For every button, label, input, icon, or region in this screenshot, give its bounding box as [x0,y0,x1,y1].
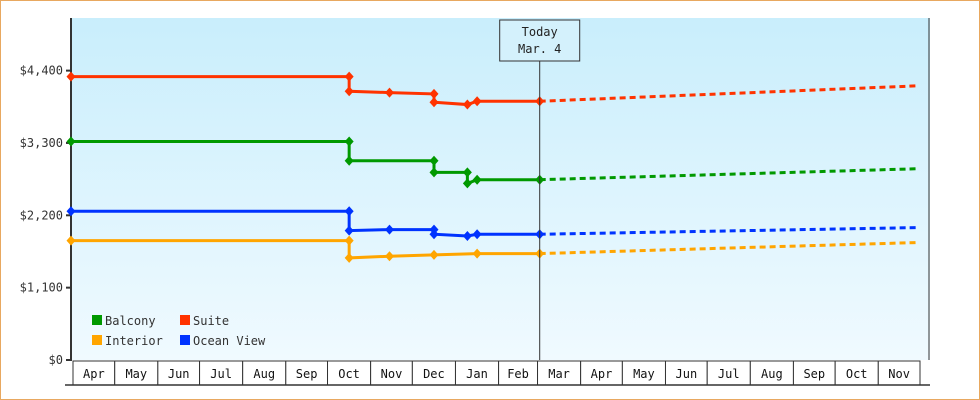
month-cell [537,360,582,386]
data-point-balcony [462,178,472,189]
legend-label-balcony: Balcony [105,314,156,328]
x-tick-label: Oct [338,367,360,381]
legend-swatch-ocean-view [180,335,190,345]
projection-line-ocean-view [539,226,917,236]
projection-line-interior [539,241,917,256]
x-tick-label: Nov [381,367,403,381]
x-tick-label: Apr [591,367,613,381]
x-tick-label: Dec [423,367,445,381]
data-point-ocean-view [344,206,354,217]
legend-swatch-interior [92,335,102,345]
month-cell [285,360,329,386]
data-point-suite [344,86,354,97]
data-point-suite [429,88,439,99]
month-cell [370,360,413,386]
month-cell [877,360,921,386]
month-cell [749,360,794,386]
data-point-suite [472,96,482,107]
month-cell [242,360,287,386]
data-point-ocean-view [472,229,482,240]
y-tick-label: $4,400 [20,64,63,78]
x-tick-label: Mar [548,367,570,381]
x-tick-label: Sep [803,367,825,381]
x-tick-label: Feb [507,367,529,381]
y-tick-label: $1,100 [20,281,63,295]
data-point-suite [429,97,439,108]
x-tick-label: Jul [718,367,740,381]
month-cell [580,360,623,386]
x-tick-label: Aug [761,367,783,381]
x-tick-label: Nov [888,367,910,381]
data-point-balcony [472,174,482,185]
x-tick-label: Jan [466,367,488,381]
x-tick-label: Oct [846,367,868,381]
data-point-balcony [462,167,472,178]
data-point-suite [66,71,76,82]
legend-label-suite: Suite [193,314,229,328]
data-point-balcony [66,136,76,147]
today-label: Today [522,25,558,39]
x-tick-label: May [633,367,655,381]
data-point-interior [384,251,394,262]
month-cell [621,360,666,386]
y-tick-label: $0 [49,353,63,367]
data-point-balcony [344,136,354,147]
projection-line-suite [539,84,917,103]
y-tick-label: $2,200 [20,208,63,222]
data-point-ocean-view [384,224,394,235]
data-point-interior [472,248,482,259]
data-point-suite [462,99,472,110]
data-point-balcony [429,167,439,178]
data-point-interior [429,249,439,260]
x-tick-label: Sep [296,367,318,381]
data-point-balcony [344,155,354,166]
x-tick-label: Jun [168,367,190,381]
data-point-interior [344,252,354,263]
today-box [499,19,581,62]
legend-swatch-suite [180,315,190,325]
x-tick-label: Jul [210,367,232,381]
x-tick-label: Aug [253,367,275,381]
x-tick-label: Jun [676,367,698,381]
legend-label-ocean-view: Ocean View [193,334,266,348]
month-cell [454,360,500,386]
data-point-ocean-view [462,230,472,241]
data-point-suite [344,71,354,82]
legend-label-interior: Interior [105,334,163,348]
x-tick-label: May [125,367,147,381]
data-point-interior [344,235,354,246]
data-point-suite [384,87,394,98]
today-date: Mar. 4 [518,42,561,56]
projection-line-balcony [539,167,917,182]
legend-swatch-balcony [92,315,102,325]
month-cell [792,360,836,386]
data-point-ocean-view [344,225,354,236]
data-point-balcony [429,155,439,166]
data-point-ocean-view [66,206,76,217]
data-point-ocean-view [429,229,439,240]
y-tick-label: $3,300 [20,136,63,150]
x-tick-label: Apr [83,367,105,381]
month-cell [327,360,372,386]
plot-area [71,18,930,360]
data-point-interior [66,235,76,246]
